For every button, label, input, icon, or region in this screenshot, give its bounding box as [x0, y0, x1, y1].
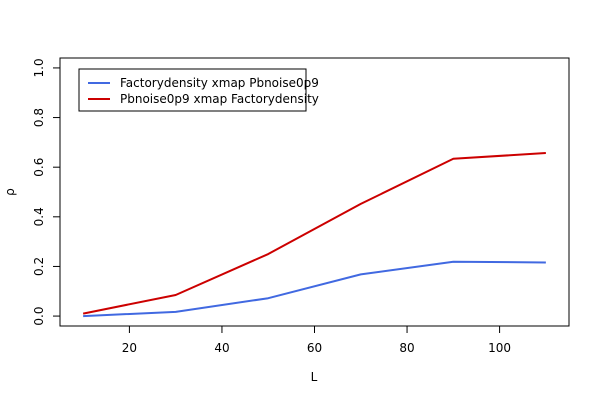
y-tick-label: 0.2 [32, 257, 46, 276]
x-tick-label: 40 [214, 341, 229, 355]
y-tick-label: 0.4 [32, 207, 46, 226]
legend: Factorydensity xmap Pbnoise0p9 Pbnoise0p… [78, 68, 319, 112]
x-axis: 20 40 60 80 100 [122, 325, 511, 355]
x-tick-label: 60 [307, 341, 322, 355]
series-line-1 [82, 152, 546, 315]
x-tick-label: 80 [399, 341, 414, 355]
y-tick-label: 1.0 [32, 58, 46, 77]
series-layer [82, 152, 546, 318]
y-axis-title: ρ [3, 188, 17, 196]
y-tick-label: 0.6 [32, 158, 46, 177]
series-line-0 [83, 260, 546, 318]
y-axis: 0.0 0.2 0.4 0.6 0.8 1.0 [32, 58, 61, 326]
legend-label-factorydensity: Factorydensity xmap Pbnoise0p9 [120, 76, 319, 90]
x-axis-title: L [311, 370, 318, 384]
y-tick-label: 0.0 [32, 307, 46, 326]
y-tick-label: 0.8 [32, 108, 46, 127]
legend-box [78, 68, 307, 112]
x-tick-label: 20 [122, 341, 137, 355]
x-tick-label: 100 [488, 341, 511, 355]
legend-label-pbnoise: Pbnoise0p9 xmap Factorydensity [120, 92, 319, 106]
